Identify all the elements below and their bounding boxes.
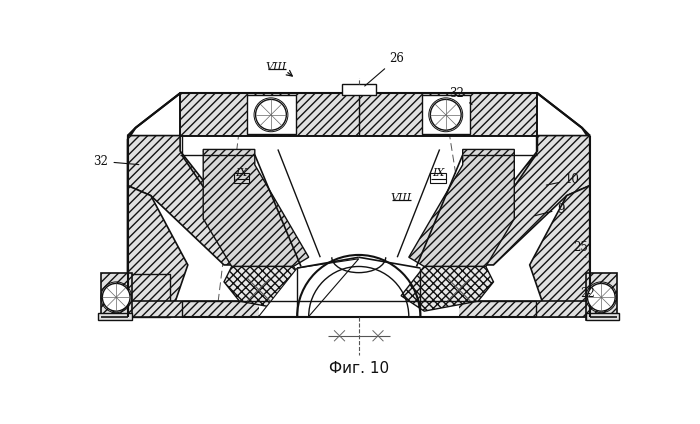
Text: 22: 22 <box>580 287 595 300</box>
Text: VIII: VIII <box>265 62 286 72</box>
Polygon shape <box>586 273 617 321</box>
Polygon shape <box>258 259 358 317</box>
Text: VIII: VIII <box>391 193 412 203</box>
Polygon shape <box>127 301 589 317</box>
Circle shape <box>102 283 130 311</box>
Circle shape <box>430 99 461 130</box>
Polygon shape <box>127 136 258 265</box>
Polygon shape <box>247 95 295 134</box>
Text: Фиг. 10: Фиг. 10 <box>329 361 389 376</box>
Polygon shape <box>203 149 309 266</box>
Polygon shape <box>127 186 188 317</box>
Circle shape <box>587 283 615 311</box>
Polygon shape <box>99 312 132 321</box>
Text: 32: 32 <box>94 155 139 168</box>
Polygon shape <box>530 186 589 317</box>
Text: IX: IX <box>432 167 444 178</box>
Polygon shape <box>586 312 619 321</box>
Polygon shape <box>180 93 538 136</box>
Polygon shape <box>258 266 459 317</box>
Text: IX: IX <box>236 167 248 178</box>
Text: 26: 26 <box>365 52 405 86</box>
Circle shape <box>256 99 286 130</box>
Polygon shape <box>401 266 494 311</box>
Text: 32: 32 <box>449 87 472 105</box>
Polygon shape <box>127 274 170 317</box>
Polygon shape <box>422 95 470 134</box>
Polygon shape <box>409 149 514 266</box>
Text: 10: 10 <box>546 173 580 186</box>
Text: 9: 9 <box>535 203 565 216</box>
Polygon shape <box>101 273 132 321</box>
Polygon shape <box>459 136 589 265</box>
Polygon shape <box>342 84 376 95</box>
Text: 25: 25 <box>573 241 588 257</box>
Polygon shape <box>224 266 316 311</box>
Polygon shape <box>127 93 589 317</box>
